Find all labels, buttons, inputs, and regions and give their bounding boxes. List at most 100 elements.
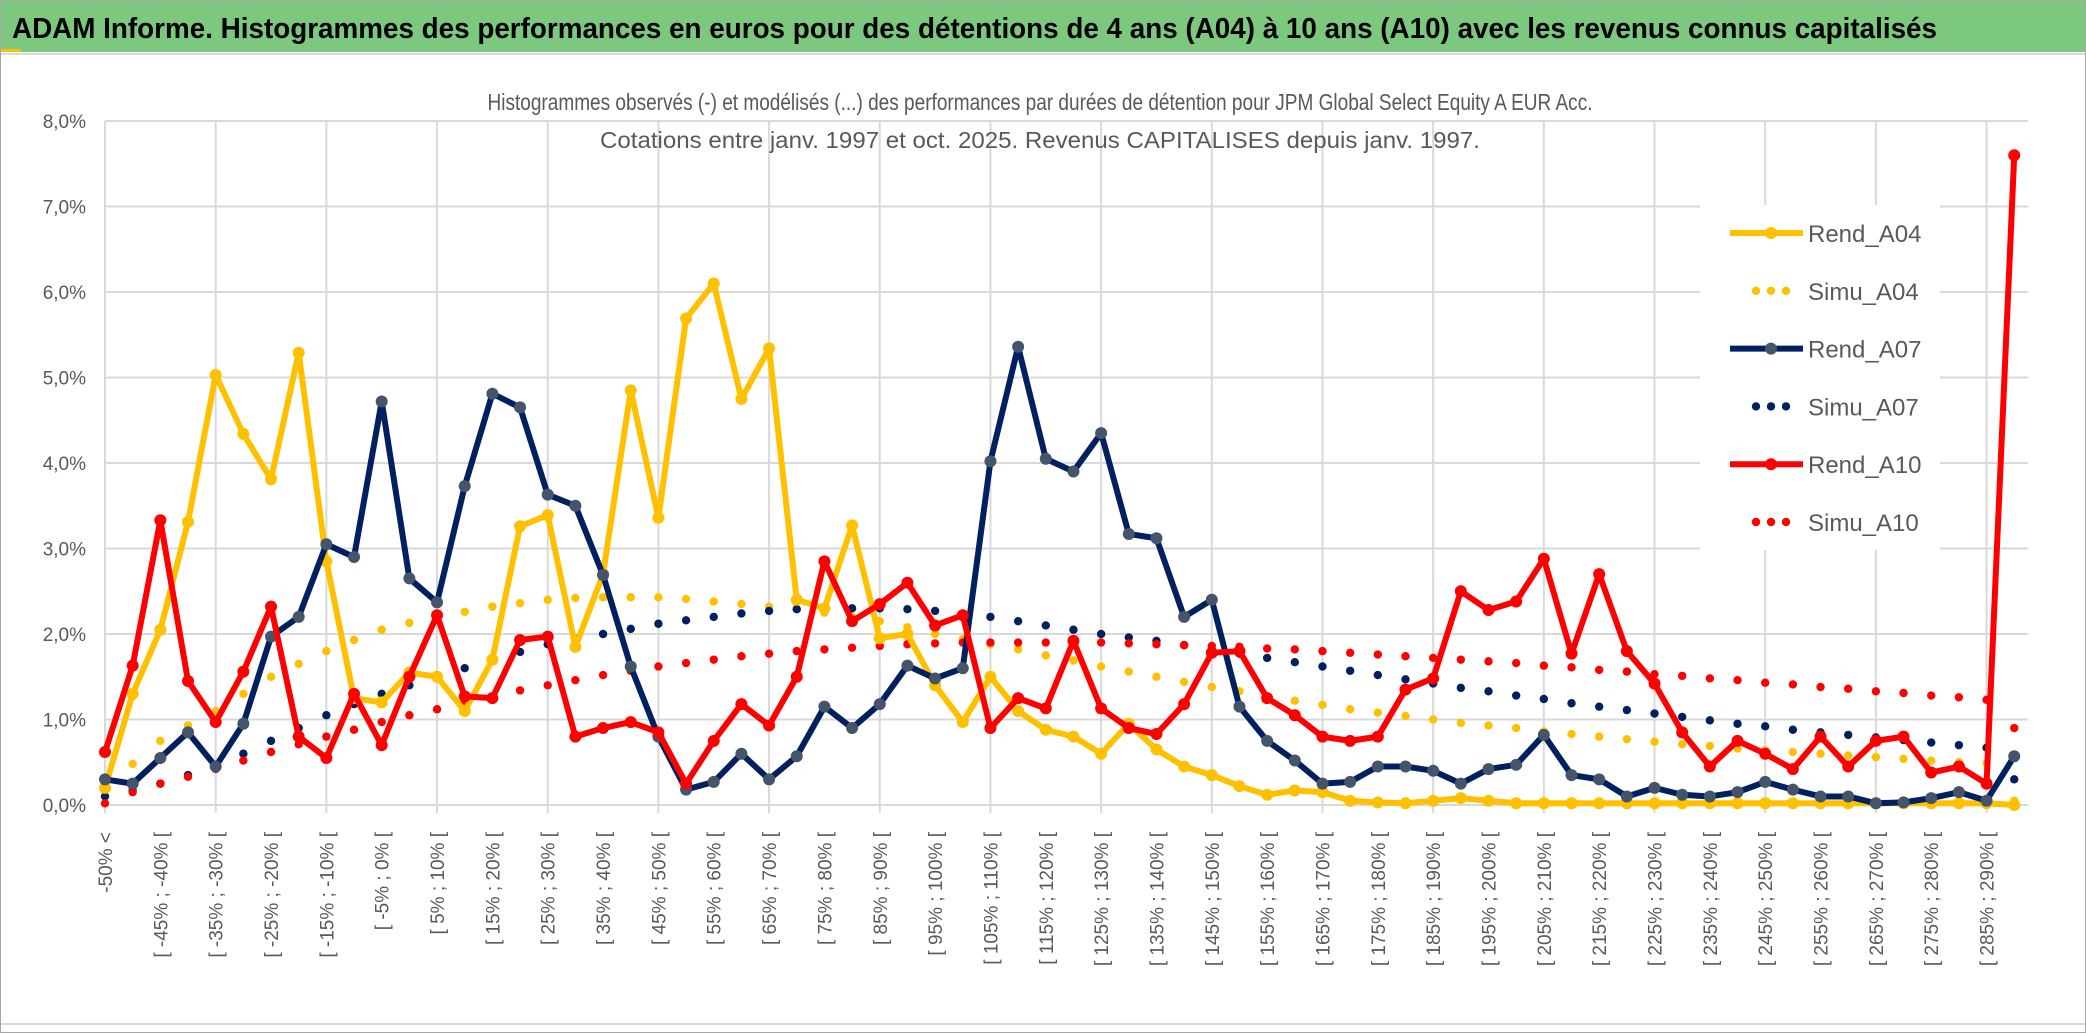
data-point [1371,730,1384,743]
legend-label: Simu_A04 [1808,279,1919,306]
simu-point [239,756,248,765]
data-point [1510,797,1523,810]
simu-point [1096,638,1106,647]
data-point [154,623,167,636]
data-point [707,277,720,290]
simu-point [930,606,940,616]
data-point [1537,552,1550,565]
data-point [209,368,222,381]
simu-point [1401,711,1410,721]
simu-point [1318,700,1327,710]
banner [1,1,2085,52]
simu-point [1511,658,1521,668]
legend-dotted-swatch [1766,286,1776,295]
data-point [818,700,831,713]
simu-point [1650,737,1659,746]
y-tick-label: 3,0% [43,540,86,561]
simu-point [377,717,386,727]
data-point [1150,532,1163,545]
data-point [1399,760,1412,773]
simu-point [1761,722,1770,731]
data-point [126,777,139,790]
simu-point [1041,621,1050,630]
data-point [1344,734,1357,747]
x-tick-label: [ 135% ; 140% [ [1147,831,1168,966]
data-point [790,750,803,763]
x-tick-label: [ 275% ; 280% [ [1922,831,1943,966]
chart-title-line-2: Cotations entre janv. 1997 et oct. 2025.… [600,127,1480,153]
data-point [929,672,942,685]
legend-label: Rend_A07 [1808,337,1921,364]
y-axis-labels: 0,0% 1,0% 2,0% 3,0% 4,0% 5,0% 6,0% 7,0% 8,0% [43,112,86,817]
simu-point [847,643,857,652]
data-point [735,698,748,711]
data-point [1178,610,1191,623]
data-point [1399,797,1412,810]
data-point [569,499,582,512]
simu-point [239,689,248,699]
simu-point [820,645,829,654]
data-point [209,760,222,773]
simu-point [598,593,608,602]
simu-point [1456,683,1466,693]
simu-point [239,749,248,758]
simu-point [930,639,940,648]
data-point [1980,777,1993,790]
data-point [652,511,665,524]
data-point [431,596,444,609]
simu-point [1650,709,1659,718]
x-tick-label: [ 235% ; 240% [ [1701,831,1722,966]
data-point [1482,794,1495,807]
data-point [1676,797,1689,810]
data-point [237,665,250,678]
data-point [237,427,250,440]
simu-point [1511,723,1521,733]
legend-marker [1765,227,1777,239]
simu-point [2010,775,2019,784]
data-point [707,775,720,788]
data-point [1565,797,1578,810]
simu-point [349,635,359,645]
data-point [1759,775,1772,788]
data-point [1759,747,1772,760]
data-point [1122,722,1135,735]
simu-point [156,779,165,788]
data-point [541,630,554,643]
data-point [1952,797,1965,810]
simu-point [1179,640,1189,650]
simu-point [1899,688,1908,698]
x-tick-label: [ 45% ; 50% [ [649,831,670,945]
simu-point [377,625,386,634]
simu-point [1539,661,1549,670]
simu-point [598,629,608,639]
simu-point [1484,721,1493,730]
simu-point [405,618,414,628]
data-point [1067,465,1080,478]
simu-point [183,772,193,781]
data-point [1344,775,1357,788]
data-point [984,722,997,735]
simu-point [432,705,442,714]
x-tick-label: [ 215% ; 220% [ [1590,831,1611,966]
simu-point [1124,633,1133,642]
legend-dotted-swatch [1751,402,1761,411]
simu-point [1622,705,1632,715]
data-point [790,593,803,606]
simu-point [1899,754,1908,764]
simu-point [1456,655,1466,664]
data-point [541,509,554,522]
data-point [514,520,527,533]
data-point [1537,728,1550,741]
x-tick-label: [ 185% ; 190% [ [1424,831,1445,966]
data-point [514,401,527,414]
simu-point [1290,696,1300,705]
data-point [1897,796,1910,809]
data-point [1067,730,1080,743]
series-rend_a07 [99,340,2021,810]
data-point [182,726,195,739]
data-point [1786,763,1799,776]
x-tick-label: [ -45% ; -40% [ [151,831,172,957]
y-tick-label: 0,0% [43,796,86,817]
simu-point [792,646,801,656]
simu-point [1927,691,1936,700]
